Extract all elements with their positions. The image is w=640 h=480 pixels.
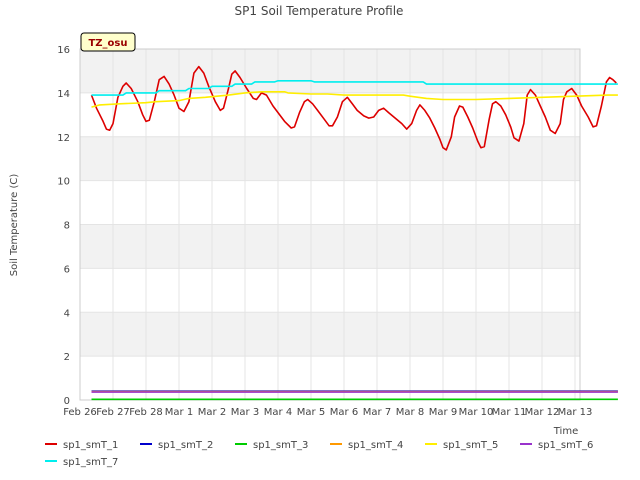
grid-band — [80, 92, 580, 137]
y-tick-label: 2 — [64, 352, 70, 363]
legend-label: sp1_smT_1 — [63, 440, 118, 451]
x-tick-label: Mar 7 — [363, 407, 391, 418]
series-lines — [90, 65, 618, 401]
legend-label: sp1_smT_7 — [63, 457, 118, 468]
x-tick-label: Mar 13 — [558, 407, 593, 418]
x-axis-ticks: Feb 26 Feb 27 Feb 28 Mar 1 Mar 2 Mar 3 Mar 4 Ma… — [63, 407, 592, 418]
x-tick-label: Mar 5 — [297, 407, 325, 418]
legend-label: sp1_smT_5 — [443, 440, 498, 451]
chart-title: SP1 Soil Temperature Profile — [235, 4, 404, 18]
y-tick-label: 6 — [64, 264, 70, 275]
legend-label: sp1_smT_3 — [253, 440, 308, 451]
x-tick-label: Mar 6 — [330, 407, 358, 418]
y-tick-label: 8 — [64, 221, 70, 232]
grid-band — [80, 356, 580, 400]
y-axis-label: Soil Temperature (C) — [9, 174, 20, 277]
y-tick-label: 16 — [57, 45, 70, 56]
x-tick-label: Feb 26 — [63, 407, 97, 418]
annotation-box — [80, 32, 136, 52]
grid-band — [80, 268, 580, 313]
legend-label: sp1_smT_4 — [348, 440, 403, 451]
grid-band — [80, 136, 580, 181]
series-line-sp1_smT_7 — [91, 80, 618, 96]
y-tick-label: 4 — [64, 308, 70, 319]
legend-label: sp1_smT_2 — [158, 440, 213, 451]
x-tick-label: Mar 11 — [492, 407, 527, 418]
grid-band — [80, 180, 580, 225]
grid-band — [80, 224, 580, 269]
x-tick-label: Feb 27 — [96, 407, 130, 418]
x-tick-label: Mar 8 — [396, 407, 424, 418]
y-tick-label: 0 — [64, 396, 70, 407]
y-axis-ticks: 0 2 4 6 8 10 12 14 16 — [57, 45, 70, 407]
y-tick-label: 14 — [57, 89, 70, 100]
legend: sp1_smT_1 sp1_smT_2 sp1_smT_3 sp1_smT_4 sp1_… — [45, 440, 593, 468]
y-tick-label: 10 — [57, 177, 70, 188]
grid-band — [80, 49, 580, 93]
x-tick-label: Mar 4 — [264, 407, 292, 418]
series-line-sp1_smT_1 — [90, 65, 617, 151]
annotation-label: TZ_osu — [88, 38, 127, 49]
x-tick-label: Mar 2 — [198, 407, 226, 418]
tz-annotation-box: TZ_osu — [80, 32, 136, 52]
legend-label: sp1_smT_6 — [538, 440, 593, 451]
y-tick-label: 12 — [57, 133, 70, 144]
x-tick-label: Mar 3 — [231, 407, 259, 418]
x-tick-label: Mar 12 — [525, 407, 560, 418]
x-tick-label: Feb 28 — [129, 407, 163, 418]
x-tick-label: Mar 10 — [459, 407, 494, 418]
series-line-sp1_smT_5 — [91, 91, 618, 108]
x-tick-label: Mar 9 — [429, 407, 457, 418]
x-axis-label: Time — [553, 426, 578, 437]
grid-bands — [80, 49, 580, 400]
grid-band — [80, 312, 580, 357]
x-tick-label: Mar 1 — [165, 407, 193, 418]
